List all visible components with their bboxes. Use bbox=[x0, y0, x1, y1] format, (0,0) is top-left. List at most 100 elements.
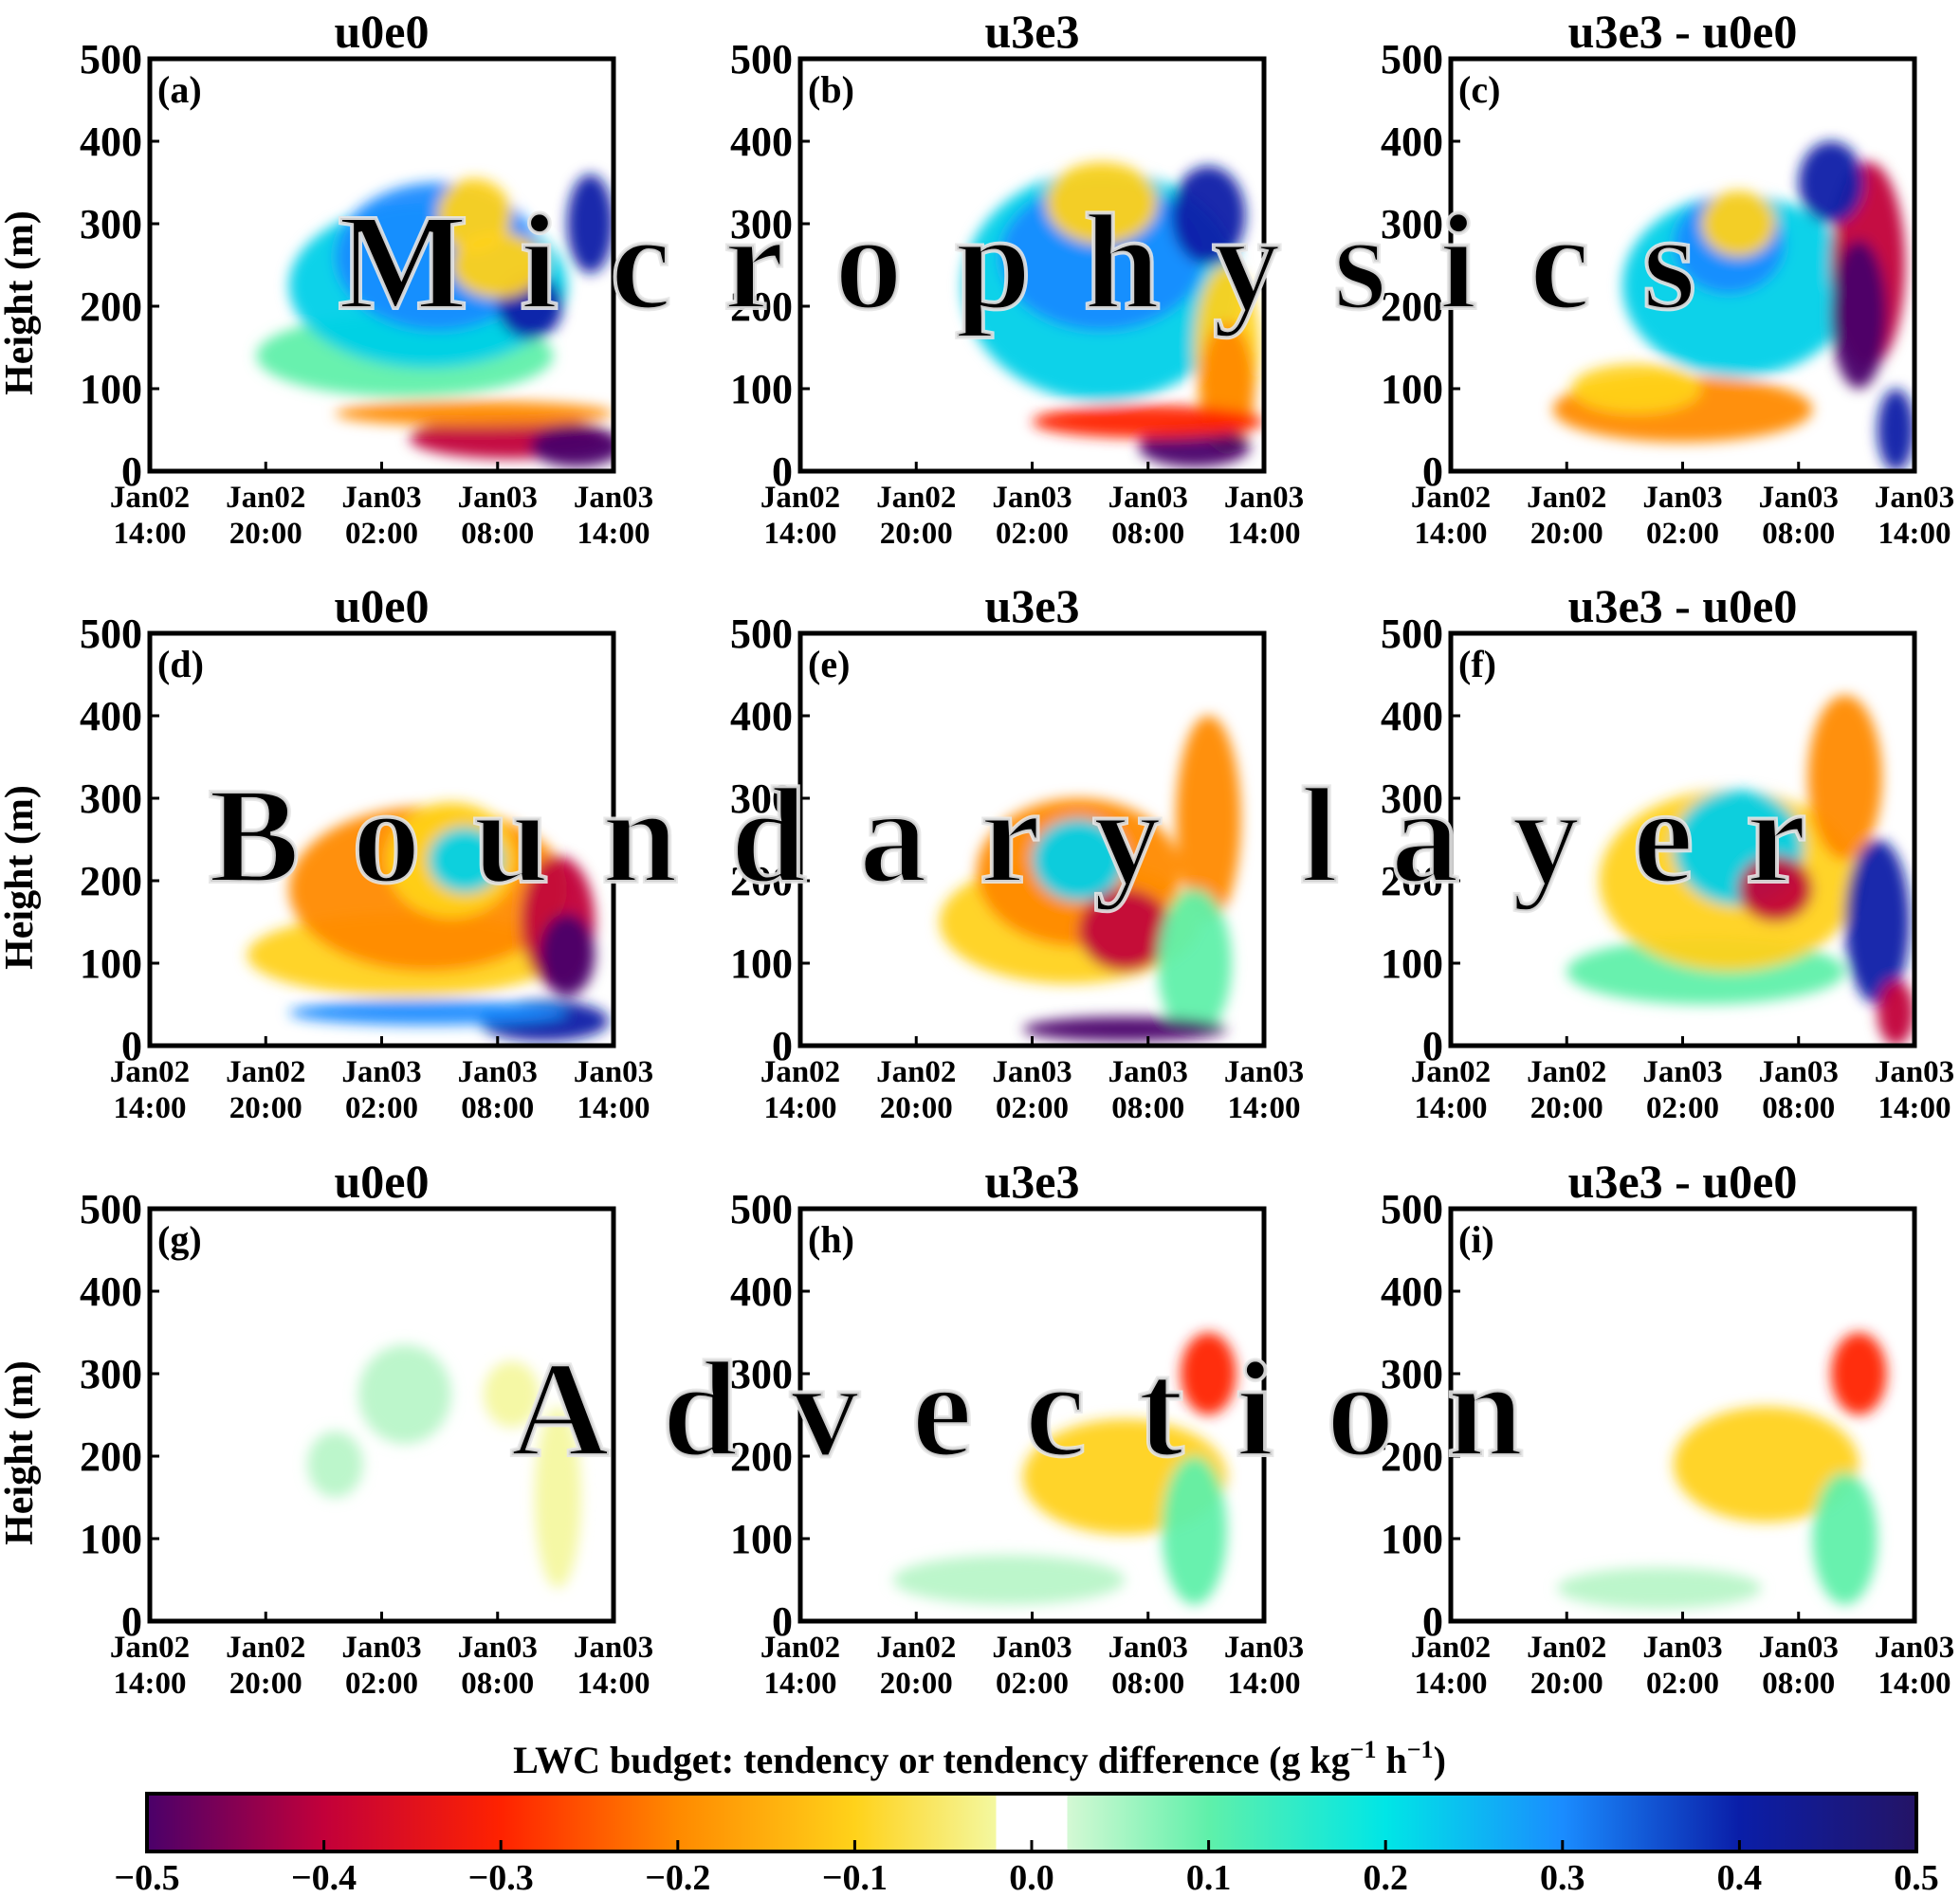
x-tick-label: Jan03 bbox=[992, 1631, 1072, 1665]
field-blob bbox=[1830, 240, 1887, 389]
y-tick-label: 400 bbox=[730, 693, 793, 739]
field-blob bbox=[1162, 1456, 1227, 1605]
y-axis-label: Height (m) bbox=[0, 785, 42, 970]
y-tick-label: 100 bbox=[80, 1516, 142, 1562]
y-tick-label: 500 bbox=[730, 1186, 793, 1232]
x-tick-label: 20:00 bbox=[229, 1667, 302, 1701]
y-tick-label: 200 bbox=[730, 858, 793, 904]
x-tick-label: 14:00 bbox=[114, 1667, 187, 1701]
x-tick-label: Jan03 bbox=[1224, 481, 1304, 515]
x-tick-label: Jan02 bbox=[1527, 481, 1606, 515]
x-tick-label: 08:00 bbox=[461, 517, 534, 551]
colorbar: LWC budget: tendency or tendency differe… bbox=[114, 1736, 1938, 1897]
x-tick-label: Jan02 bbox=[110, 1631, 190, 1665]
x-tick-label: Jan03 bbox=[992, 481, 1072, 515]
y-tick-label: 400 bbox=[80, 119, 142, 165]
panel-g: u0e0(g)0100200300400500Jan0214:00Jan0220… bbox=[0, 1155, 653, 1701]
y-axis-label: Height (m) bbox=[0, 210, 42, 395]
x-tick-label: Jan03 bbox=[1642, 1631, 1722, 1665]
y-tick-label: 200 bbox=[80, 283, 142, 330]
x-tick-label: 14:00 bbox=[577, 1667, 650, 1701]
y-tick-label: 200 bbox=[1381, 283, 1443, 330]
panel-d: u0e0(d)0100200300400500Jan0214:00Jan0220… bbox=[0, 579, 653, 1125]
y-tick-label: 500 bbox=[80, 36, 142, 82]
panel-a: u0e0(a)0100200300400500Jan0214:00Jan0220… bbox=[0, 5, 653, 551]
y-tick-label: 0 bbox=[121, 1023, 142, 1069]
y-tick-label: 300 bbox=[1381, 201, 1443, 247]
panel-c: u3e3 - u0e0(c)0100200300400500Jan0214:00… bbox=[1381, 5, 1954, 551]
watermark-boundary-layer: Boundary layer bbox=[209, 760, 1859, 912]
x-tick-label: Jan03 bbox=[992, 1055, 1072, 1089]
field-blob bbox=[1830, 1332, 1887, 1415]
panel-title: u3e3 - u0e0 bbox=[1568, 579, 1798, 632]
x-tick-label: 14:00 bbox=[1415, 1667, 1488, 1701]
field-contours bbox=[247, 802, 610, 1042]
x-tick-label: 14:00 bbox=[764, 1667, 837, 1701]
x-tick-label: Jan02 bbox=[876, 1631, 956, 1665]
x-tick-label: 14:00 bbox=[1878, 1091, 1951, 1125]
x-tick-label: Jan03 bbox=[458, 481, 538, 515]
y-tick-label: 500 bbox=[730, 611, 793, 657]
x-tick-label: Jan03 bbox=[1759, 1055, 1839, 1089]
field-blob bbox=[1673, 1406, 1859, 1523]
x-tick-label: 08:00 bbox=[1762, 517, 1835, 551]
field-contours bbox=[962, 161, 1264, 467]
panel-i: u3e3 - u0e0(i)0100200300400500Jan0214:00… bbox=[1381, 1155, 1954, 1701]
x-tick-label: 02:00 bbox=[1646, 1667, 1719, 1701]
x-tick-label: Jan02 bbox=[1411, 1631, 1491, 1665]
y-tick-label: 100 bbox=[80, 940, 142, 987]
x-tick-label: Jan03 bbox=[1108, 1631, 1188, 1665]
x-tick-label: 20:00 bbox=[880, 1091, 953, 1125]
colorbar-tick-label: 0.2 bbox=[1363, 1858, 1408, 1897]
y-tick-label: 0 bbox=[772, 1598, 793, 1645]
y-tick-label: 0 bbox=[772, 448, 793, 495]
field-blob bbox=[450, 231, 544, 299]
x-tick-label: Jan03 bbox=[1108, 1055, 1188, 1089]
x-tick-label: 20:00 bbox=[229, 517, 302, 551]
field-blob bbox=[999, 182, 1204, 332]
y-tick-label: 300 bbox=[80, 201, 142, 247]
x-tick-label: Jan03 bbox=[1875, 1055, 1954, 1089]
field-blob bbox=[1807, 695, 1882, 861]
y-tick-label: 500 bbox=[730, 36, 793, 82]
field-blob bbox=[1812, 1472, 1878, 1605]
x-tick-label: 20:00 bbox=[1530, 1667, 1603, 1701]
y-tick-label: 400 bbox=[1381, 1268, 1443, 1315]
y-tick-label: 400 bbox=[80, 1268, 142, 1315]
x-tick-label: Jan02 bbox=[876, 481, 956, 515]
x-tick-label: 08:00 bbox=[461, 1667, 534, 1701]
field-contours bbox=[1552, 141, 1914, 471]
panel-letter: (e) bbox=[808, 643, 850, 685]
field-blob bbox=[1738, 855, 1813, 922]
x-tick-label: Jan03 bbox=[1642, 1055, 1722, 1089]
y-tick-label: 400 bbox=[80, 693, 142, 739]
x-tick-label: Jan03 bbox=[458, 1055, 538, 1089]
field-blob bbox=[358, 1344, 451, 1444]
x-tick-label: Jan02 bbox=[760, 1631, 840, 1665]
y-tick-label: 0 bbox=[772, 1023, 793, 1069]
colorbar-tick-label: −0.1 bbox=[822, 1858, 888, 1897]
panel-title: u3e3 bbox=[985, 1155, 1080, 1208]
x-tick-label: Jan02 bbox=[226, 1055, 305, 1089]
y-axis-label: Height (m) bbox=[0, 1360, 42, 1545]
x-tick-label: Jan03 bbox=[1875, 1631, 1954, 1665]
panel-letter: (g) bbox=[157, 1218, 202, 1261]
panel-title: u0e0 bbox=[335, 5, 430, 58]
y-tick-label: 200 bbox=[730, 283, 793, 330]
field-blob bbox=[1176, 716, 1241, 922]
x-tick-label: Jan03 bbox=[1108, 481, 1188, 515]
x-tick-label: 02:00 bbox=[996, 517, 1069, 551]
x-tick-label: 20:00 bbox=[880, 517, 953, 551]
panel-title: u0e0 bbox=[335, 1155, 430, 1208]
field-blob bbox=[567, 173, 614, 274]
x-tick-label: 02:00 bbox=[345, 1091, 418, 1125]
field-blob bbox=[1180, 1332, 1236, 1415]
field-blob bbox=[1022, 1016, 1227, 1042]
y-tick-label: 200 bbox=[1381, 858, 1443, 904]
panel-letter: (f) bbox=[1458, 643, 1496, 685]
field-contours bbox=[939, 716, 1241, 1042]
colorbar-tick-label: 0.3 bbox=[1540, 1858, 1585, 1897]
field-blob bbox=[1798, 141, 1864, 224]
colorbar-tick-label: 0.4 bbox=[1717, 1858, 1763, 1897]
